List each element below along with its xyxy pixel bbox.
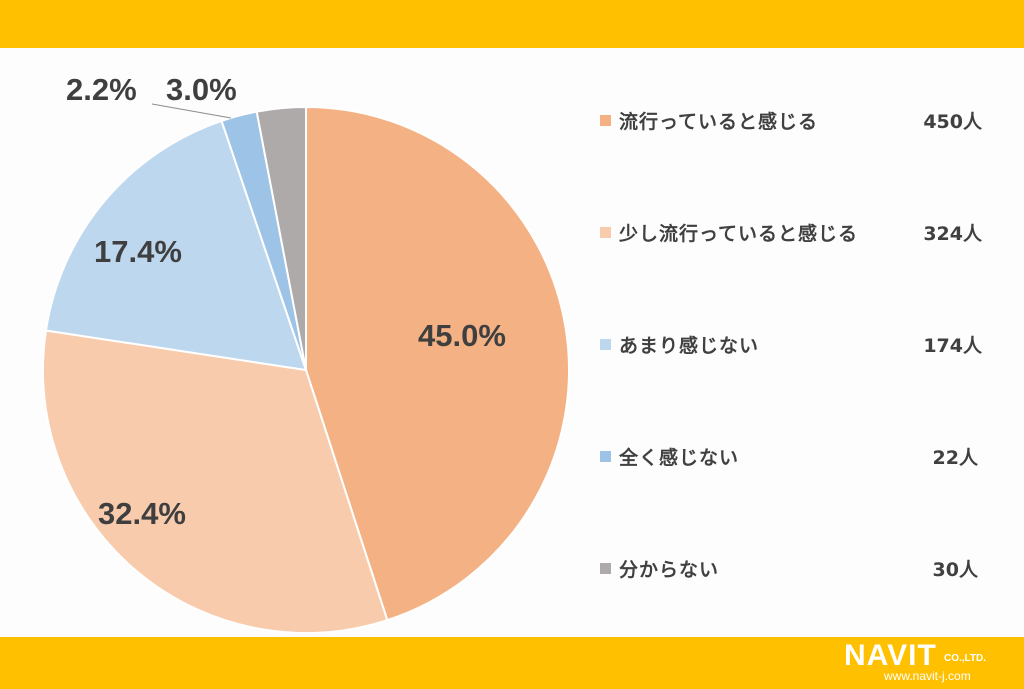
pie-slice [255,105,307,371]
pct-label-trend: 45.0% [418,318,506,353]
swatch-icon [600,562,611,574]
pct-label-unknown: 3.0% [166,72,237,107]
leader-line [151,103,232,119]
top-band [0,0,1024,48]
pct-label-not-much: 17.4% [94,234,182,269]
company-logo: NAVIT CO.,LTD. www.navit-j.com [844,639,987,684]
pie-slice [42,329,389,634]
bottom-band [0,637,1024,689]
pct-label-somewhat: 32.4% [98,496,186,531]
pie-slice [44,119,308,372]
legend-item: 分からない 30人 [600,553,982,583]
swatch-icon [600,338,611,350]
legend-item: 少し流行っていると感じる 324人 [600,217,982,247]
legend-item: あまり感じない 174人 [600,329,982,359]
legend-item: 全く感じない 22人 [600,441,982,471]
pie-slice [305,105,570,622]
swatch-icon [600,226,611,238]
swatch-icon [600,114,611,126]
swatch-icon [600,450,611,462]
pct-label-not-at-all: 2.2% [66,72,137,107]
legend-item: 流行っていると感じる 450人 [600,105,982,135]
